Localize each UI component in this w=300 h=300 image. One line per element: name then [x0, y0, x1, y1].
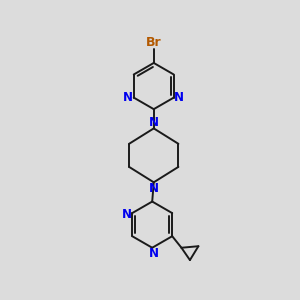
Text: N: N	[174, 91, 184, 104]
Text: N: N	[122, 208, 132, 221]
Text: Br: Br	[146, 36, 162, 50]
Text: N: N	[149, 248, 159, 260]
Text: N: N	[149, 182, 159, 195]
Text: N: N	[123, 91, 134, 104]
Text: N: N	[149, 116, 159, 129]
